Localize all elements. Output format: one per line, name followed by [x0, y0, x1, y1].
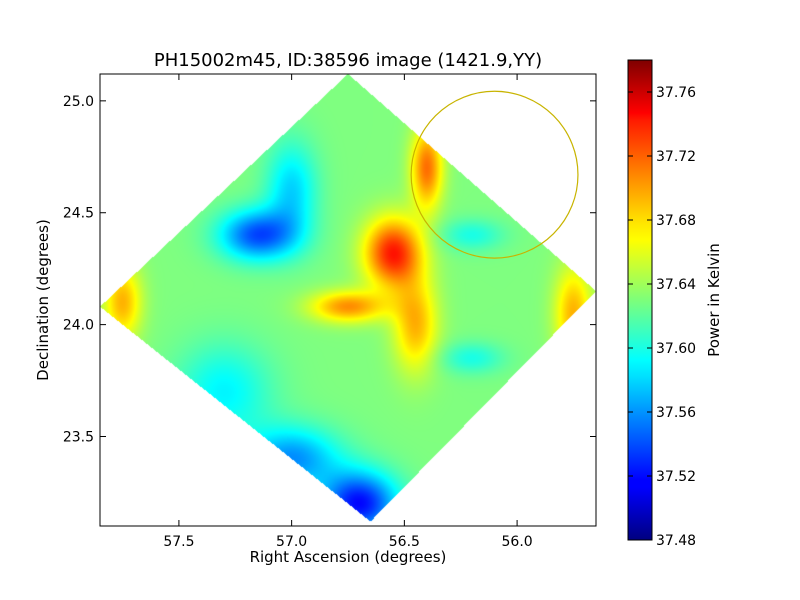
colorbar-tick-label: 37.72 [656, 149, 696, 165]
colorbar-tick-label: 37.48 [656, 533, 696, 549]
colorbar-label: Power in Kelvin [705, 243, 723, 357]
colorbar-gradient [628, 60, 652, 540]
y-axis-label: Declination (degrees) [34, 219, 52, 381]
colorbar-ticks: 37.48 37.52 37.56 37.60 37.64 37.68 37.72 37.76 [628, 85, 696, 549]
colorbar-tick-label: 37.56 [656, 405, 696, 421]
y-tick-label: 23.5 [63, 429, 94, 445]
x-tick-label: 56.0 [502, 534, 533, 550]
colorbar-tick-label: 37.68 [656, 213, 696, 229]
x-tick-label: 57.5 [163, 534, 194, 550]
heatmap-image [100, 74, 596, 526]
y-tick-label: 25.0 [63, 94, 94, 110]
x-tick-label: 57.0 [276, 534, 307, 550]
x-axis-label: Right Ascension (degrees) [250, 548, 447, 566]
colorbar-frame [627, 59, 653, 541]
beam-circle [410, 90, 579, 259]
y-axis-ticks: 23.5 24.0 24.5 25.0 [63, 94, 596, 445]
colorbar-tick-label: 37.60 [656, 341, 696, 357]
x-axis-ticks: 57.5 57.0 56.5 56.0 [163, 74, 533, 550]
colorbar-tick-label: 37.76 [656, 85, 696, 101]
chart-title: PH15002m45, ID:38596 image (1421.9,YY) [154, 50, 542, 71]
colorbar-tick-label: 37.64 [656, 277, 696, 293]
y-tick-label: 24.5 [63, 206, 94, 222]
colorbar-tick-label: 37.52 [656, 469, 696, 485]
x-tick-label: 56.5 [389, 534, 420, 550]
plot-frame [99, 73, 597, 527]
y-tick-label: 24.0 [63, 318, 94, 334]
